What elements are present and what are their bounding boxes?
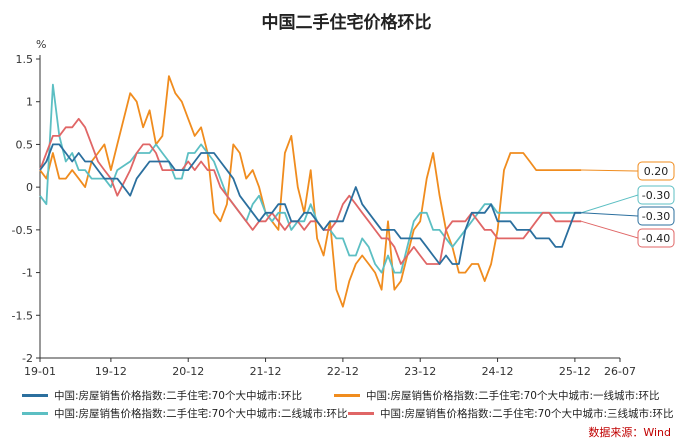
series-line-tier1 — [39, 75, 582, 308]
end-label-leader — [581, 169, 639, 172]
x-tick-label: 26-07 — [604, 365, 636, 378]
y-tick-label: 1.5 — [16, 53, 34, 66]
x-tick-label: 25-12 — [559, 365, 591, 378]
y-tick-label: -1.5 — [12, 309, 33, 322]
x-tick-label: 24-12 — [482, 365, 514, 378]
end-labels: 0.20 -0.30 -0.30 -0.40 — [581, 161, 675, 248]
x-tick-label: 22-12 — [327, 365, 359, 378]
y-tick-label: -1 — [22, 267, 33, 280]
x-axis: 19-01 19-12 20-12 21-12 22-12 23-12 24-12 25-12… — [24, 357, 636, 378]
y-tick-label: 1 — [26, 96, 33, 109]
x-tick-label: 23-12 — [404, 365, 436, 378]
end-label-leader — [581, 194, 639, 214]
legend-swatch-tier3 — [348, 412, 374, 415]
legend-swatch-tier1 — [334, 394, 360, 397]
legend-label-tier2: 中国:房屋销售价格指数:二手住宅:70个大中城市:二线城市:环比 — [54, 408, 348, 420]
x-tick-label: 19-12 — [95, 365, 127, 378]
y-tick-label: -2 — [22, 352, 33, 365]
series-line-national — [39, 143, 582, 265]
end-label-box — [637, 206, 675, 226]
legend-label-national: 中国:房屋销售价格指数:二手住宅:70个大中城市:环比 — [54, 390, 303, 402]
y-axis: -2 -1.5 -1 -0.5 0 0.5 1 1.5 — [12, 53, 41, 365]
legend-swatch-tier2 — [22, 412, 48, 415]
legend-swatch-national — [22, 394, 48, 397]
end-label-tier3: -0.40 — [642, 232, 670, 245]
y-unit-label: % — [36, 38, 46, 51]
series-line-tier3 — [39, 117, 582, 265]
source-note: 数据来源：Wind — [588, 426, 671, 439]
end-label-national: -0.30 — [642, 210, 670, 223]
legend-item-national: 中国:房屋销售价格指数:二手住宅:70个大中城市:环比 — [22, 388, 302, 403]
series-lines — [39, 75, 582, 308]
y-tick-label: -0.5 — [12, 224, 33, 237]
legend-label-tier1: 中国:房屋销售价格指数:二手住宅:70个大中城市:一线城市:环比 — [366, 390, 660, 402]
end-label-tier1: 0.20 — [644, 165, 669, 178]
y-tick-label: 0.5 — [16, 138, 34, 151]
legend-label-tier3: 中国:房屋销售价格指数:二手住宅:70个大中城市:三线城市:环比 — [380, 408, 674, 420]
end-label-box — [637, 185, 675, 205]
end-label-box — [637, 161, 675, 181]
end-label-leader — [581, 220, 639, 239]
chart-title: 中国二手住宅价格环比 — [261, 13, 432, 33]
x-tick-label: 21-12 — [250, 365, 282, 378]
legend-item-tier1: 中国:房屋销售价格指数:二手住宅:70个大中城市:一线城市:环比 — [334, 388, 660, 403]
legend-item-tier3: 中国:房屋销售价格指数:二手住宅:70个大中城市:三线城市:环比 — [348, 406, 674, 421]
end-label-leader — [581, 212, 639, 217]
x-tick-label: 20-12 — [172, 365, 204, 378]
end-label-tier2: -0.30 — [642, 189, 670, 202]
end-label-box — [637, 228, 675, 248]
legend-item-tier2: 中国:房屋销售价格指数:二手住宅:70个大中城市:二线城市:环比 — [22, 406, 348, 421]
x-tick-label: 19-01 — [24, 365, 56, 378]
y-tick-label: 0 — [26, 181, 33, 194]
